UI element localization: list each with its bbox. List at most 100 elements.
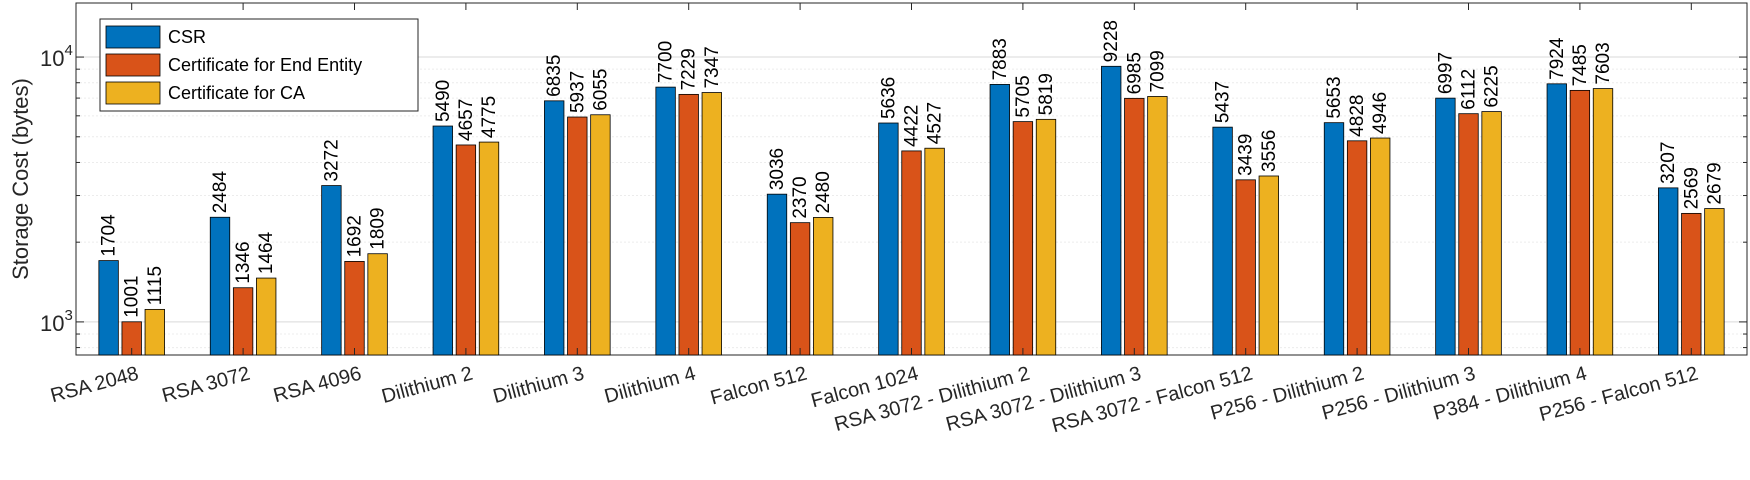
data-label: 6985 [1124, 52, 1145, 94]
data-label: 2370 [790, 176, 811, 218]
data-label: 2484 [210, 171, 231, 214]
bar-certificate-for-ca-2 [367, 253, 388, 356]
bar-certificate-for-end-entity-3 [455, 144, 477, 356]
bar-csr-3 [432, 125, 453, 356]
data-label: 5819 [1036, 73, 1057, 115]
data-label: 5653 [1324, 76, 1345, 118]
x-tick-label: Dilithium 4 [602, 363, 698, 408]
bar-certificate-for-end-entity-10 [1235, 179, 1256, 356]
bar-csr-14 [1658, 187, 1679, 356]
legend-swatch [105, 81, 161, 105]
data-label: 5937 [567, 71, 588, 113]
x-tick-label: Dilithium 3 [491, 363, 587, 408]
data-label: 1704 [99, 214, 120, 257]
data-label: 4657 [456, 99, 477, 141]
data-label: 1346 [233, 241, 254, 283]
data-label: 7485 [1570, 44, 1591, 86]
data-label: 4828 [1347, 95, 1368, 137]
bar-certificate-for-ca-11 [1370, 137, 1391, 356]
x-tick-label: Falcon 512 [708, 363, 809, 410]
data-label: 4422 [902, 105, 923, 147]
legend-swatch [105, 25, 161, 49]
y-tick-label: 104 [40, 42, 73, 71]
bar-csr-12 [1435, 97, 1456, 356]
bar-certificate-for-end-entity-9 [1124, 97, 1145, 356]
bar-csr-1 [209, 216, 231, 356]
bar-certificate-for-end-entity-14 [1681, 212, 1702, 356]
bar-certificate-for-ca-10 [1258, 175, 1279, 356]
bar-certificate-for-end-entity-11 [1346, 140, 1368, 356]
data-label: 7700 [656, 41, 677, 83]
y-tick-label: 103 [40, 307, 73, 336]
x-tick-label: RSA 4096 [271, 363, 364, 408]
bar-csr-13 [1546, 83, 1567, 356]
legend-entry: Certificate for End Entity [168, 55, 362, 75]
bar-certificate-for-end-entity-13 [1569, 89, 1591, 356]
data-label: 5636 [878, 77, 899, 119]
data-label: 7099 [1147, 50, 1168, 92]
legend-entry: Certificate for CA [168, 83, 305, 103]
data-label: 5490 [433, 80, 454, 122]
bar-csr-11 [1323, 122, 1345, 356]
data-label: 4946 [1370, 92, 1391, 134]
bar-certificate-for-end-entity-6 [789, 222, 811, 356]
data-label: 3036 [767, 148, 788, 190]
bar-certificate-for-ca-0 [144, 308, 165, 356]
data-label: 6835 [544, 55, 565, 97]
data-label: 3207 [1658, 142, 1679, 184]
bar-csr-0 [98, 260, 119, 356]
bars [98, 65, 1725, 356]
bar-certificate-for-ca-8 [1035, 118, 1057, 356]
bar-csr-9 [1101, 65, 1122, 356]
data-label: 7883 [990, 38, 1011, 80]
bar-certificate-for-end-entity-1 [232, 287, 254, 356]
legend-entry: CSR [168, 27, 206, 47]
data-label: 7229 [679, 48, 700, 90]
x-tick-label: Dilithium 2 [379, 363, 475, 408]
data-label: 4775 [479, 96, 500, 138]
data-label: 5437 [1213, 81, 1234, 123]
bar-certificate-for-ca-12 [1481, 111, 1502, 356]
data-label: 2480 [813, 171, 834, 213]
data-label: 1464 [256, 231, 277, 274]
data-label: 7924 [1547, 37, 1568, 80]
data-label: 3272 [321, 139, 342, 181]
data-label: 7347 [702, 46, 723, 88]
bar-certificate-for-end-entity-12 [1458, 113, 1479, 356]
bar-csr-6 [766, 193, 788, 356]
bar-certificate-for-ca-3 [478, 141, 500, 356]
bar-csr-8 [989, 84, 1010, 356]
bar-csr-4 [544, 100, 565, 356]
data-label: 6055 [590, 68, 611, 110]
x-tick-label: RSA 3072 [160, 363, 253, 408]
bar-certificate-for-ca-7 [924, 147, 945, 356]
legend-swatch [105, 53, 161, 77]
data-label: 2569 [1681, 167, 1702, 209]
bar-certificate-for-end-entity-7 [901, 150, 922, 356]
data-label: 7603 [1593, 42, 1614, 84]
bar-certificate-for-ca-9 [1147, 96, 1168, 356]
legend: CSR Certificate for End Entity Certificate… [99, 18, 419, 112]
data-label: 6112 [1459, 69, 1480, 110]
data-label: 1809 [368, 207, 389, 249]
data-label: 1692 [345, 215, 366, 257]
bar-certificate-for-end-entity-5 [678, 93, 699, 356]
data-label: 3439 [1236, 134, 1257, 176]
bar-certificate-for-end-entity-2 [344, 261, 365, 356]
data-label: 6997 [1435, 52, 1456, 94]
bar-certificate-for-ca-14 [1704, 208, 1725, 356]
data-label: 3556 [1259, 130, 1280, 172]
bar-csr-10 [1212, 126, 1233, 356]
bar-certificate-for-ca-6 [813, 217, 834, 356]
bar-csr-7 [878, 122, 899, 356]
data-label: 4527 [925, 102, 946, 144]
data-label: 1115 [145, 266, 166, 305]
bar-csr-2 [321, 185, 342, 356]
data-label: 9228 [1101, 20, 1122, 62]
y-axis: 103 104 [40, 42, 1747, 349]
data-label: 5705 [1013, 75, 1034, 117]
data-label: 6225 [1482, 65, 1503, 107]
data-label: 2679 [1704, 162, 1725, 204]
